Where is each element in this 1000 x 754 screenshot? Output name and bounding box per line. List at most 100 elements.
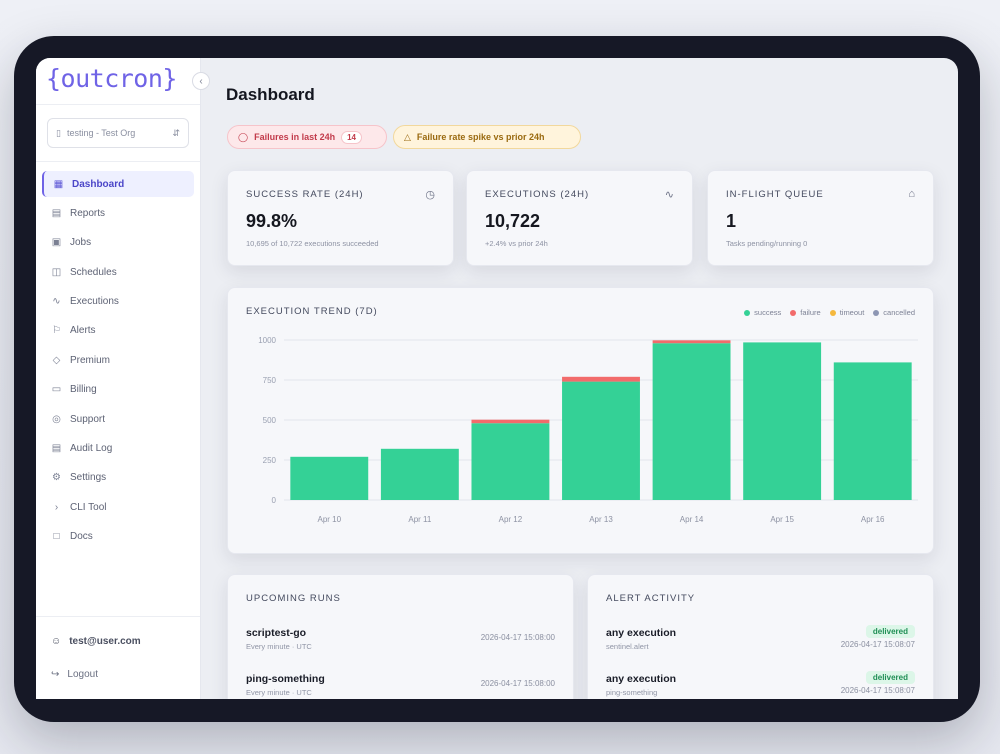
sidebar-item-label: Settings xyxy=(70,472,107,484)
terminal-icon: › xyxy=(54,501,59,513)
alert-activity-title: ALERT ACTIVITY xyxy=(606,593,696,604)
sidebar-item-schedules[interactable]: ◫ Schedules xyxy=(42,259,194,285)
life-buoy-icon: ◎ xyxy=(52,413,61,425)
chart-legend: success failure timeout cancelled xyxy=(744,308,915,317)
chart-title: EXECUTION TREND (7D) xyxy=(246,306,378,317)
sidebar-item-docs[interactable]: □ Docs xyxy=(42,524,194,550)
sidebar-item-label: Support xyxy=(70,413,106,425)
sidebar-item-executions[interactable]: ∿ Executions xyxy=(42,289,194,315)
kpi-subtext: Tasks pending/running 0 xyxy=(726,239,808,248)
kpi-card-success-rate: SUCCESS RATE (24H) ◷ 99.8% 10,695 of 10,… xyxy=(227,170,454,266)
sidebar-item-jobs[interactable]: ▣ Jobs xyxy=(42,230,194,256)
legend-item-success[interactable]: success xyxy=(744,308,781,317)
sidebar-item-label: Executions xyxy=(70,296,119,308)
sidebar-item-reports[interactable]: ▤ Reports xyxy=(42,200,194,226)
list-item[interactable]: any execution sentinel.alert delivered 2… xyxy=(606,625,915,659)
bar-success xyxy=(471,423,550,500)
failures-pill[interactable]: ◯ Failures in last 24h 14 xyxy=(227,125,387,149)
logout-icon: ↪ xyxy=(51,669,60,680)
sidebar-nav: ▦ Dashboard ▤ Reports ▣ Jobs ◫ Schedules… xyxy=(42,171,194,553)
building-icon: ▯ xyxy=(56,127,61,138)
sidebar-item-audit-log[interactable]: ▤ Audit Log xyxy=(42,436,194,462)
bell-icon: ⚐ xyxy=(52,325,61,337)
org-select[interactable]: ▯ testing - Test Org ⇵ xyxy=(47,118,189,148)
y-tick-label: 500 xyxy=(263,416,277,425)
logout-button[interactable]: ↪ Logout xyxy=(51,669,98,680)
warning-icon: △ xyxy=(404,131,411,142)
alert-activity-card: ALERT ACTIVITY any execution sentinel.al… xyxy=(587,574,934,699)
clipboard-icon: ▤ xyxy=(51,443,62,455)
legend-label: success xyxy=(754,308,782,317)
clock-icon: ◷ xyxy=(425,189,435,201)
sidebar-item-dashboard[interactable]: ▦ Dashboard xyxy=(42,171,194,197)
x-tick-label: Apr 13 xyxy=(589,515,613,524)
next-run-time: 2026-04-17 15:08:00 xyxy=(480,679,555,688)
user-menu[interactable]: ☺ test@user.com xyxy=(51,636,141,647)
sidebar-item-label: Billing xyxy=(70,384,97,396)
kpi-value: 10,722 xyxy=(485,211,541,231)
execution-trend-card: EXECUTION TREND (7D) success failure tim… xyxy=(227,287,934,554)
list-item[interactable]: any execution ping-something delivered 2… xyxy=(606,671,915,699)
logout-label: Logout xyxy=(67,669,98,680)
failures-pill-label: Failures in last 24h xyxy=(254,132,336,142)
divider xyxy=(36,616,200,617)
chevron-left-icon: ‹ xyxy=(199,75,203,87)
bar-success xyxy=(652,343,731,500)
alert-source: sentinel.alert xyxy=(606,642,649,651)
bar-success xyxy=(833,362,912,500)
grid-icon: ▦ xyxy=(53,178,64,190)
execution-trend-chart: 0 250 500 750 1000 Apr 10 Apr 11 Apr 12 Apr 13 Ap… xyxy=(258,336,918,524)
legend-item-cancelled[interactable]: cancelled xyxy=(873,308,915,317)
bar-failure xyxy=(471,419,550,424)
failures-count-badge: 14 xyxy=(341,130,363,144)
bar-success xyxy=(562,381,640,500)
status-badge: delivered xyxy=(865,671,915,684)
sidebar-item-label: Audit Log xyxy=(70,443,113,455)
page-title: Dashboard xyxy=(226,85,315,104)
sidebar-item-billing[interactable]: ▭ Billing xyxy=(42,377,194,403)
kpi-subtext: +2.4% vs prior 24h xyxy=(485,239,548,248)
collapse-sidebar-button[interactable]: ‹ xyxy=(192,72,210,90)
sidebar-item-label: Premium xyxy=(70,354,111,366)
credit-card-icon: ▭ xyxy=(51,384,62,396)
failure-spike-pill[interactable]: △ Failure rate spike vs prior 24h xyxy=(393,125,581,149)
legend-item-failure[interactable]: failure xyxy=(790,308,821,317)
kpi-subtext: 10,695 of 10,722 executions succeeded xyxy=(246,239,379,248)
bar-failure xyxy=(562,376,640,382)
job-name: ping-something xyxy=(246,673,325,685)
kpi-card-in-flight-queue: IN-FLIGHT QUEUE ⌂ 1 Tasks pending/runnin… xyxy=(707,170,934,266)
chevron-updown-icon: ⇵ xyxy=(172,127,180,138)
list-item[interactable]: ping-something Every minute · UTC 2026-0… xyxy=(246,673,555,699)
legend-item-timeout[interactable]: timeout xyxy=(829,308,864,317)
y-tick-label: 0 xyxy=(272,496,277,505)
sidebar: {outcron} ▯ testing - Test Org ⇵ ▦ Dashb… xyxy=(36,58,201,699)
user-email: test@user.com xyxy=(69,636,141,647)
sidebar-item-label: Jobs xyxy=(70,237,92,249)
sidebar-item-support[interactable]: ◎ Support xyxy=(42,406,194,432)
sidebar-item-cli-tool[interactable]: › CLI Tool xyxy=(42,494,194,520)
pulse-icon: ∿ xyxy=(664,189,674,201)
kpi-card-executions: EXECUTIONS (24H) ∿ 10,722 +2.4% vs prior… xyxy=(466,170,693,266)
logo[interactable]: {outcron} xyxy=(46,64,177,93)
sidebar-item-alerts[interactable]: ⚐ Alerts xyxy=(42,318,194,344)
sidebar-item-label: CLI Tool xyxy=(70,501,107,513)
user-icon: ☺ xyxy=(51,636,62,647)
sidebar-item-settings[interactable]: ⚙ Settings xyxy=(42,465,194,491)
alert-source: ping-something xyxy=(606,688,658,697)
kpi-value: 99.8% xyxy=(246,211,298,231)
x-tick-label: Apr 14 xyxy=(680,515,704,524)
next-run-time: 2026-04-17 15:08:00 xyxy=(480,633,555,642)
alert-circle-icon: ◯ xyxy=(238,131,249,142)
alert-name: any execution xyxy=(606,673,677,685)
gear-icon: ⚙ xyxy=(52,472,61,484)
x-tick-label: Apr 11 xyxy=(408,515,432,524)
bar-success xyxy=(743,342,822,500)
y-tick-label: 1000 xyxy=(258,336,276,345)
alert-time: 2026-04-17 15:08:07 xyxy=(840,686,915,695)
upcoming-runs-title: UPCOMING RUNS xyxy=(246,593,341,604)
x-tick-label: Apr 10 xyxy=(317,515,341,524)
list-item[interactable]: scriptest-go Every minute · UTC 2026-04-… xyxy=(246,627,555,661)
sidebar-item-premium[interactable]: ◇ Premium xyxy=(42,347,194,373)
gem-icon: ◇ xyxy=(52,354,61,366)
y-tick-label: 250 xyxy=(263,456,277,465)
